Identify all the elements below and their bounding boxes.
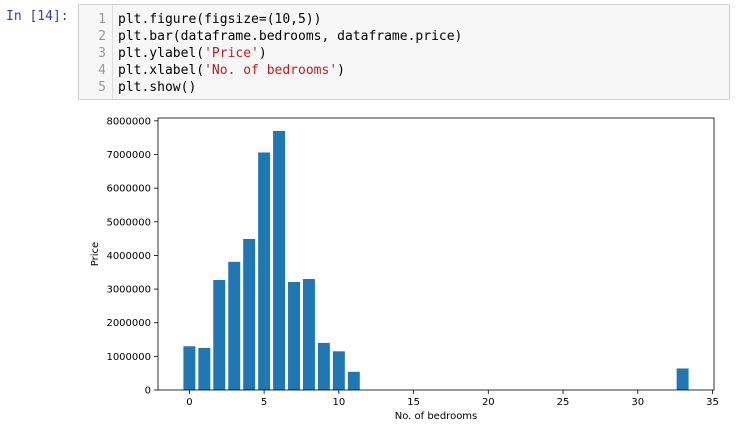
bar [183,346,196,390]
bar [273,130,286,390]
string-literal: 'Price' [204,46,259,61]
bar [302,278,315,390]
code-text: plt.xlabel('No. of bedrooms') [118,62,345,79]
bar [332,351,345,390]
y-ticks: 0 1000000 2000000 3000000 4000000 5000000 6000… [106,116,158,397]
code-line[interactable]: 5 plt.show() [79,79,719,96]
y-tick-label: 4000000 [106,251,151,262]
line-number: 4 [98,63,106,78]
y-tick-label: 3000000 [106,285,151,296]
code-text: plt.ylabel('Price') [118,45,267,62]
x-tick-label: 20 [482,397,495,408]
x-ticks: 0 5 10 15 20 25 30 35 [186,390,719,408]
code-token: ) [258,46,267,61]
bar [347,371,360,390]
code-token: plt.figure(figsize=(10,5)) [118,12,322,27]
line-number: 3 [98,46,106,61]
bar [243,238,256,390]
code-token: plt.ylabel( [118,46,205,61]
bars-group [183,130,689,390]
bar [213,279,226,390]
line-number: 2 [98,29,106,44]
x-axis-label: No. of bedrooms [395,411,478,422]
y-tick-label: 7000000 [106,150,151,161]
y-tick-label: 2000000 [106,318,151,329]
code-line[interactable]: 1 plt.figure(figsize=(10,5)) [79,11,719,28]
bar [228,261,241,390]
code-token: plt.show() [118,80,197,95]
line-number: 5 [98,80,106,95]
bar-chart: 0 5 10 15 20 25 30 35 0 1000000 2000000 3000000 400… [78,104,730,434]
bar [288,282,300,390]
code-line[interactable]: 2 plt.bar(dataframe.bedrooms, dataframe.p… [79,28,719,45]
y-tick-label: 1000000 [106,352,151,363]
string-literal: 'No. of bedrooms' [204,63,338,78]
code-token: plt.bar(dataframe.bedrooms, dataframe.pr… [118,29,463,44]
code-line[interactable]: 4 plt.xlabel('No. of bedrooms') [79,62,719,79]
bar [198,347,211,390]
bar [317,342,330,390]
x-tick-label: 30 [631,397,644,408]
code-token: ) [337,63,345,78]
y-tick-label: 6000000 [106,184,151,195]
x-tick-label: 10 [332,397,345,408]
x-tick-label: 0 [186,397,192,408]
y-tick-label: 0 [145,386,151,397]
code-line[interactable]: 3 plt.ylabel('Price') [79,45,719,62]
chart-svg: 0 5 10 15 20 25 30 35 0 1000000 2000000 3000000 400… [90,116,719,422]
y-axis-label: Price [90,242,101,266]
input-prompt: In [14]: [6,9,69,24]
line-number-gutter [79,5,113,99]
plot-frame [157,117,715,391]
code-editor[interactable]: 1 plt.figure(figsize=(10,5)) 2 plt.bar(data… [78,4,730,100]
code-token: plt.xlabel( [118,63,205,78]
x-tick-label: 25 [557,397,570,408]
code-text: plt.show() [118,79,196,96]
bar [258,152,271,390]
bar [676,368,689,390]
code-text: plt.bar(dataframe.bedrooms, dataframe.pr… [118,28,462,45]
x-tick-label: 35 [706,397,719,408]
x-tick-label: 5 [261,397,267,408]
y-tick-label: 5000000 [106,217,151,228]
y-tick-label: 8000000 [106,116,151,127]
line-number: 1 [98,12,106,27]
code-text: plt.figure(figsize=(10,5)) [118,11,322,28]
x-tick-label: 15 [407,397,420,408]
